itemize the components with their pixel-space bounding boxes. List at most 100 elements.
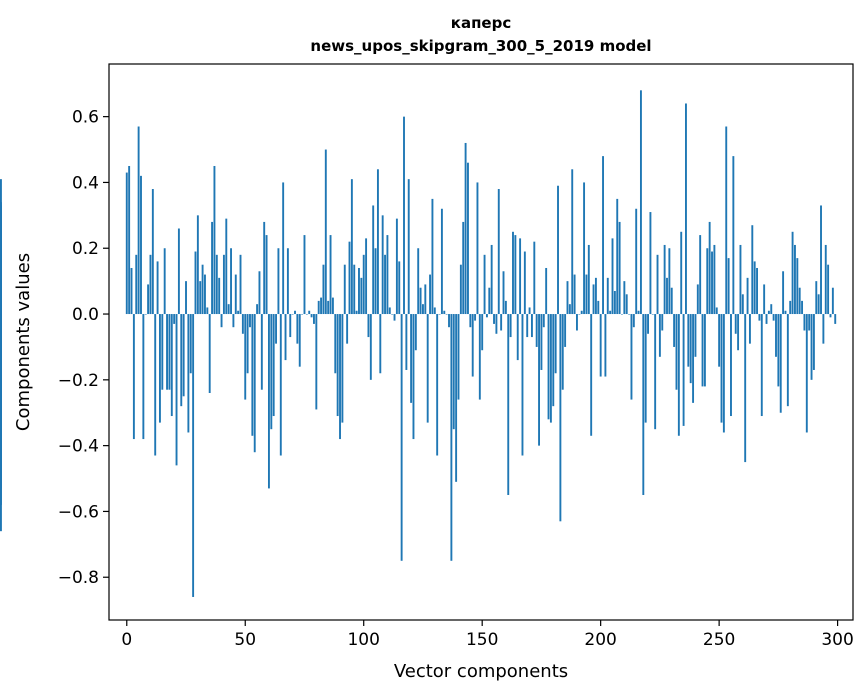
bar bbox=[706, 248, 709, 315]
bar bbox=[571, 169, 574, 315]
bar bbox=[692, 314, 695, 403]
bar bbox=[286, 248, 289, 315]
bar bbox=[215, 254, 218, 315]
x-tick-label: 150 bbox=[466, 630, 498, 650]
bar bbox=[576, 314, 578, 331]
bar bbox=[727, 258, 730, 315]
bar bbox=[703, 314, 706, 387]
bar bbox=[400, 314, 403, 561]
bar bbox=[384, 254, 386, 315]
bar bbox=[448, 314, 450, 328]
x-tick-label: 50 bbox=[234, 630, 256, 650]
x-tick-label: 200 bbox=[584, 630, 616, 650]
bar bbox=[533, 241, 536, 315]
bar bbox=[481, 314, 484, 351]
bar bbox=[763, 284, 766, 315]
y-axis-ticks: −0.8 −0.6 −0.4 −0.2 0.0 0.2 0.4 0.6 bbox=[58, 108, 109, 588]
bar bbox=[654, 314, 657, 430]
bar bbox=[673, 314, 676, 347]
bar bbox=[362, 254, 365, 315]
bar bbox=[0, 202, 2, 315]
bar bbox=[170, 314, 173, 417]
bar bbox=[149, 254, 152, 315]
bar bbox=[623, 281, 626, 315]
bar bbox=[725, 126, 728, 315]
bar bbox=[241, 314, 244, 334]
bar bbox=[403, 116, 405, 315]
bar bbox=[360, 277, 363, 315]
bar bbox=[296, 314, 299, 344]
bar bbox=[476, 182, 479, 315]
bar bbox=[730, 314, 732, 417]
bar bbox=[767, 310, 770, 315]
y-tick-label: −0.4 bbox=[58, 437, 99, 457]
bar bbox=[412, 314, 415, 440]
bar bbox=[744, 314, 747, 463]
bar bbox=[225, 218, 228, 315]
bar bbox=[748, 314, 751, 344]
bar bbox=[253, 314, 256, 453]
bar bbox=[151, 189, 154, 315]
bar bbox=[557, 185, 559, 315]
bar bbox=[294, 310, 296, 315]
bar bbox=[540, 314, 543, 370]
bar bbox=[438, 314, 441, 315]
bar bbox=[379, 314, 382, 374]
bar bbox=[467, 162, 469, 315]
bar bbox=[132, 314, 135, 440]
bar bbox=[722, 314, 725, 433]
bar bbox=[260, 314, 263, 390]
bar bbox=[267, 314, 270, 489]
bar bbox=[272, 314, 275, 417]
bar bbox=[422, 304, 424, 315]
bar bbox=[699, 235, 702, 315]
bar bbox=[810, 314, 813, 380]
bar bbox=[642, 314, 645, 495]
bar bbox=[791, 231, 794, 315]
bar bbox=[365, 238, 368, 315]
bar bbox=[455, 314, 458, 482]
bar bbox=[765, 314, 768, 324]
bar bbox=[429, 274, 432, 315]
bar bbox=[739, 244, 742, 315]
bar bbox=[751, 225, 754, 315]
bar bbox=[812, 314, 815, 370]
bar bbox=[649, 212, 652, 315]
bar bbox=[687, 314, 690, 367]
bar bbox=[291, 314, 294, 315]
bar bbox=[194, 251, 197, 315]
bar bbox=[270, 314, 273, 430]
bar bbox=[189, 314, 192, 374]
bar bbox=[822, 314, 825, 344]
bar bbox=[142, 314, 145, 440]
bar bbox=[628, 314, 631, 315]
bar bbox=[405, 314, 408, 370]
bar bbox=[670, 287, 673, 315]
x-tick-label: 300 bbox=[821, 630, 853, 650]
bar bbox=[367, 314, 370, 338]
bar bbox=[718, 314, 721, 367]
bar bbox=[320, 297, 323, 315]
x-tick-label: 0 bbox=[121, 630, 132, 650]
bar bbox=[346, 314, 349, 344]
bar bbox=[317, 300, 320, 315]
bar bbox=[594, 277, 597, 315]
bar bbox=[227, 304, 230, 315]
bar bbox=[675, 314, 678, 390]
bar bbox=[381, 215, 384, 315]
bar bbox=[824, 244, 827, 315]
bar bbox=[777, 314, 780, 387]
bar bbox=[782, 271, 785, 315]
bar bbox=[459, 264, 462, 315]
bar bbox=[616, 198, 619, 315]
bar bbox=[199, 281, 202, 315]
bar bbox=[621, 314, 623, 315]
bar bbox=[815, 281, 818, 315]
y-tick-label: −0.8 bbox=[58, 568, 99, 588]
bar bbox=[277, 248, 280, 315]
bar bbox=[343, 264, 346, 315]
bar bbox=[497, 189, 500, 315]
bar bbox=[711, 251, 713, 315]
bar bbox=[770, 304, 773, 315]
bar bbox=[436, 314, 439, 456]
